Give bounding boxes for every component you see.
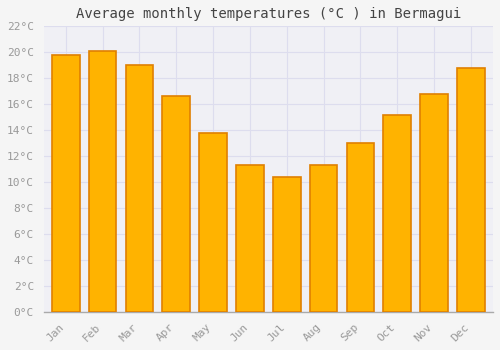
Bar	[273, 177, 300, 312]
Bar	[420, 94, 448, 312]
Bar	[200, 133, 227, 312]
Bar	[236, 165, 264, 312]
Bar	[457, 68, 485, 312]
Bar	[384, 114, 411, 312]
Bar	[52, 55, 80, 312]
Bar	[346, 143, 374, 312]
Bar	[89, 51, 117, 312]
Title: Average monthly temperatures (°C ) in Bermagui: Average monthly temperatures (°C ) in Be…	[76, 7, 461, 21]
Bar	[162, 96, 190, 312]
Bar	[310, 165, 338, 312]
Bar	[126, 65, 154, 312]
